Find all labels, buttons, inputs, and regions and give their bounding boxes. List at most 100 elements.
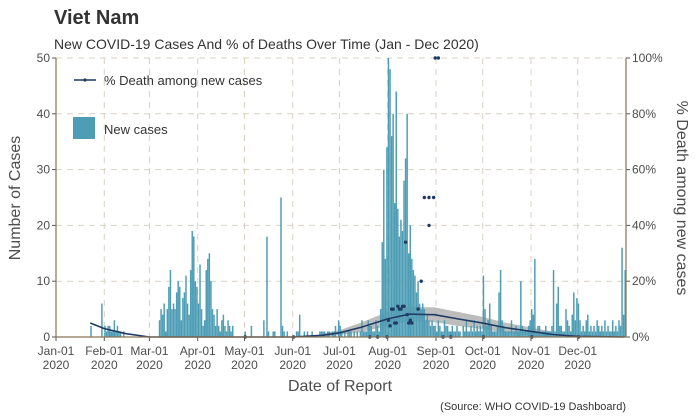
- death-point: [402, 304, 406, 309]
- death-point: [416, 307, 420, 311]
- case-bar: [384, 258, 387, 337]
- case-bar: [395, 91, 397, 337]
- case-bar: [295, 331, 298, 337]
- x-tick-label: Mar-01: [130, 344, 168, 358]
- case-bar: [465, 320, 468, 337]
- x-tick-label-year: 2020: [184, 358, 211, 372]
- case-bar: [462, 325, 464, 337]
- case-bar: [498, 292, 500, 337]
- case-bar: [219, 331, 222, 337]
- case-bar: [541, 331, 544, 337]
- y-tick-label-right: 80%: [632, 107, 656, 121]
- death-point-layer: [243, 56, 581, 339]
- case-bar: [446, 325, 449, 337]
- y-tick-label-right: 40%: [632, 218, 656, 232]
- x-tick-label: Dec-01: [558, 344, 597, 358]
- case-bar: [568, 325, 570, 337]
- case-bar: [563, 331, 566, 337]
- case-bar: [619, 325, 622, 337]
- case-bar: [487, 320, 489, 337]
- legend: % Death among new cases New cases: [73, 73, 263, 139]
- case-bar: [376, 325, 379, 337]
- y-axis-right-title: % Death among new cases: [673, 101, 690, 296]
- death-point: [399, 307, 403, 311]
- case-bar: [543, 331, 545, 337]
- case-bar: [602, 331, 605, 337]
- case-bar: [370, 325, 373, 337]
- case-bar: [387, 58, 390, 337]
- case-bar: [607, 325, 609, 337]
- case-bar: [306, 331, 309, 337]
- case-bar: [551, 325, 553, 337]
- case-bar: [404, 158, 407, 337]
- case-bar: [177, 281, 179, 337]
- case-bar: [485, 325, 488, 337]
- case-bar: [267, 331, 270, 337]
- case-bar: [393, 203, 396, 337]
- case-bar: [605, 331, 608, 337]
- case-bar: [429, 325, 432, 337]
- case-bar: [488, 303, 491, 337]
- case-bar: [432, 325, 435, 337]
- case-bar: [467, 331, 469, 337]
- case-bar: [492, 331, 494, 337]
- case-bar: [378, 331, 380, 337]
- case-bar: [104, 325, 106, 337]
- case-bar: [112, 331, 114, 337]
- case-bar: [339, 325, 341, 337]
- y-tick-label-left: 50: [37, 51, 51, 65]
- case-bar: [496, 325, 499, 337]
- case-bar: [481, 331, 483, 337]
- case-bar: [392, 113, 394, 337]
- case-bar: [495, 331, 497, 337]
- case-bar: [231, 325, 234, 337]
- case-bar: [386, 147, 388, 337]
- case-bar: [199, 264, 201, 337]
- case-bar: [593, 325, 595, 337]
- case-bar: [562, 331, 564, 337]
- case-bar: [616, 331, 619, 337]
- case-bar: [286, 331, 288, 337]
- y-tick-label-left: 20: [37, 218, 51, 232]
- case-bar: [409, 225, 412, 337]
- x-tick-label: Apr-01: [180, 344, 216, 358]
- death-point: [427, 223, 431, 228]
- x-tick-label: May-01: [224, 344, 264, 358]
- case-bar: [350, 331, 352, 337]
- grid-layer: [55, 57, 626, 338]
- y-tick-label-left: 40: [37, 107, 51, 121]
- case-bar: [534, 258, 536, 337]
- case-bar: [266, 236, 268, 337]
- case-bar: [244, 331, 246, 337]
- case-bar: [214, 325, 217, 337]
- case-bar: [493, 331, 496, 337]
- case-bar: [442, 331, 444, 337]
- case-bar: [597, 325, 600, 337]
- case-bar: [362, 331, 365, 337]
- case-bar: [185, 275, 187, 337]
- case-bar: [105, 331, 108, 337]
- case-bar: [523, 331, 525, 337]
- case-bar: [401, 230, 404, 337]
- case-bar: [585, 320, 587, 337]
- case-bar: [622, 314, 625, 337]
- case-bar: [174, 309, 176, 337]
- case-bar: [367, 320, 369, 337]
- case-bar: [341, 331, 343, 337]
- case-bar: [348, 331, 351, 337]
- case-bar: [381, 242, 383, 337]
- case-bar: [457, 331, 460, 337]
- x-tick-label: Oct-01: [465, 344, 501, 358]
- case-bar: [379, 309, 382, 337]
- case-bar: [191, 230, 193, 337]
- case-bar: [303, 331, 306, 337]
- case-bar: [502, 325, 505, 337]
- case-bar: [456, 325, 458, 337]
- x-tick-label: Nov-01: [512, 344, 551, 358]
- case-bar: [577, 303, 580, 337]
- case-bar: [615, 325, 617, 337]
- y-axis-left-title: Number of Cases: [7, 136, 24, 261]
- case-bar: [557, 286, 559, 337]
- case-bar: [560, 325, 563, 337]
- case-bar: [213, 314, 215, 337]
